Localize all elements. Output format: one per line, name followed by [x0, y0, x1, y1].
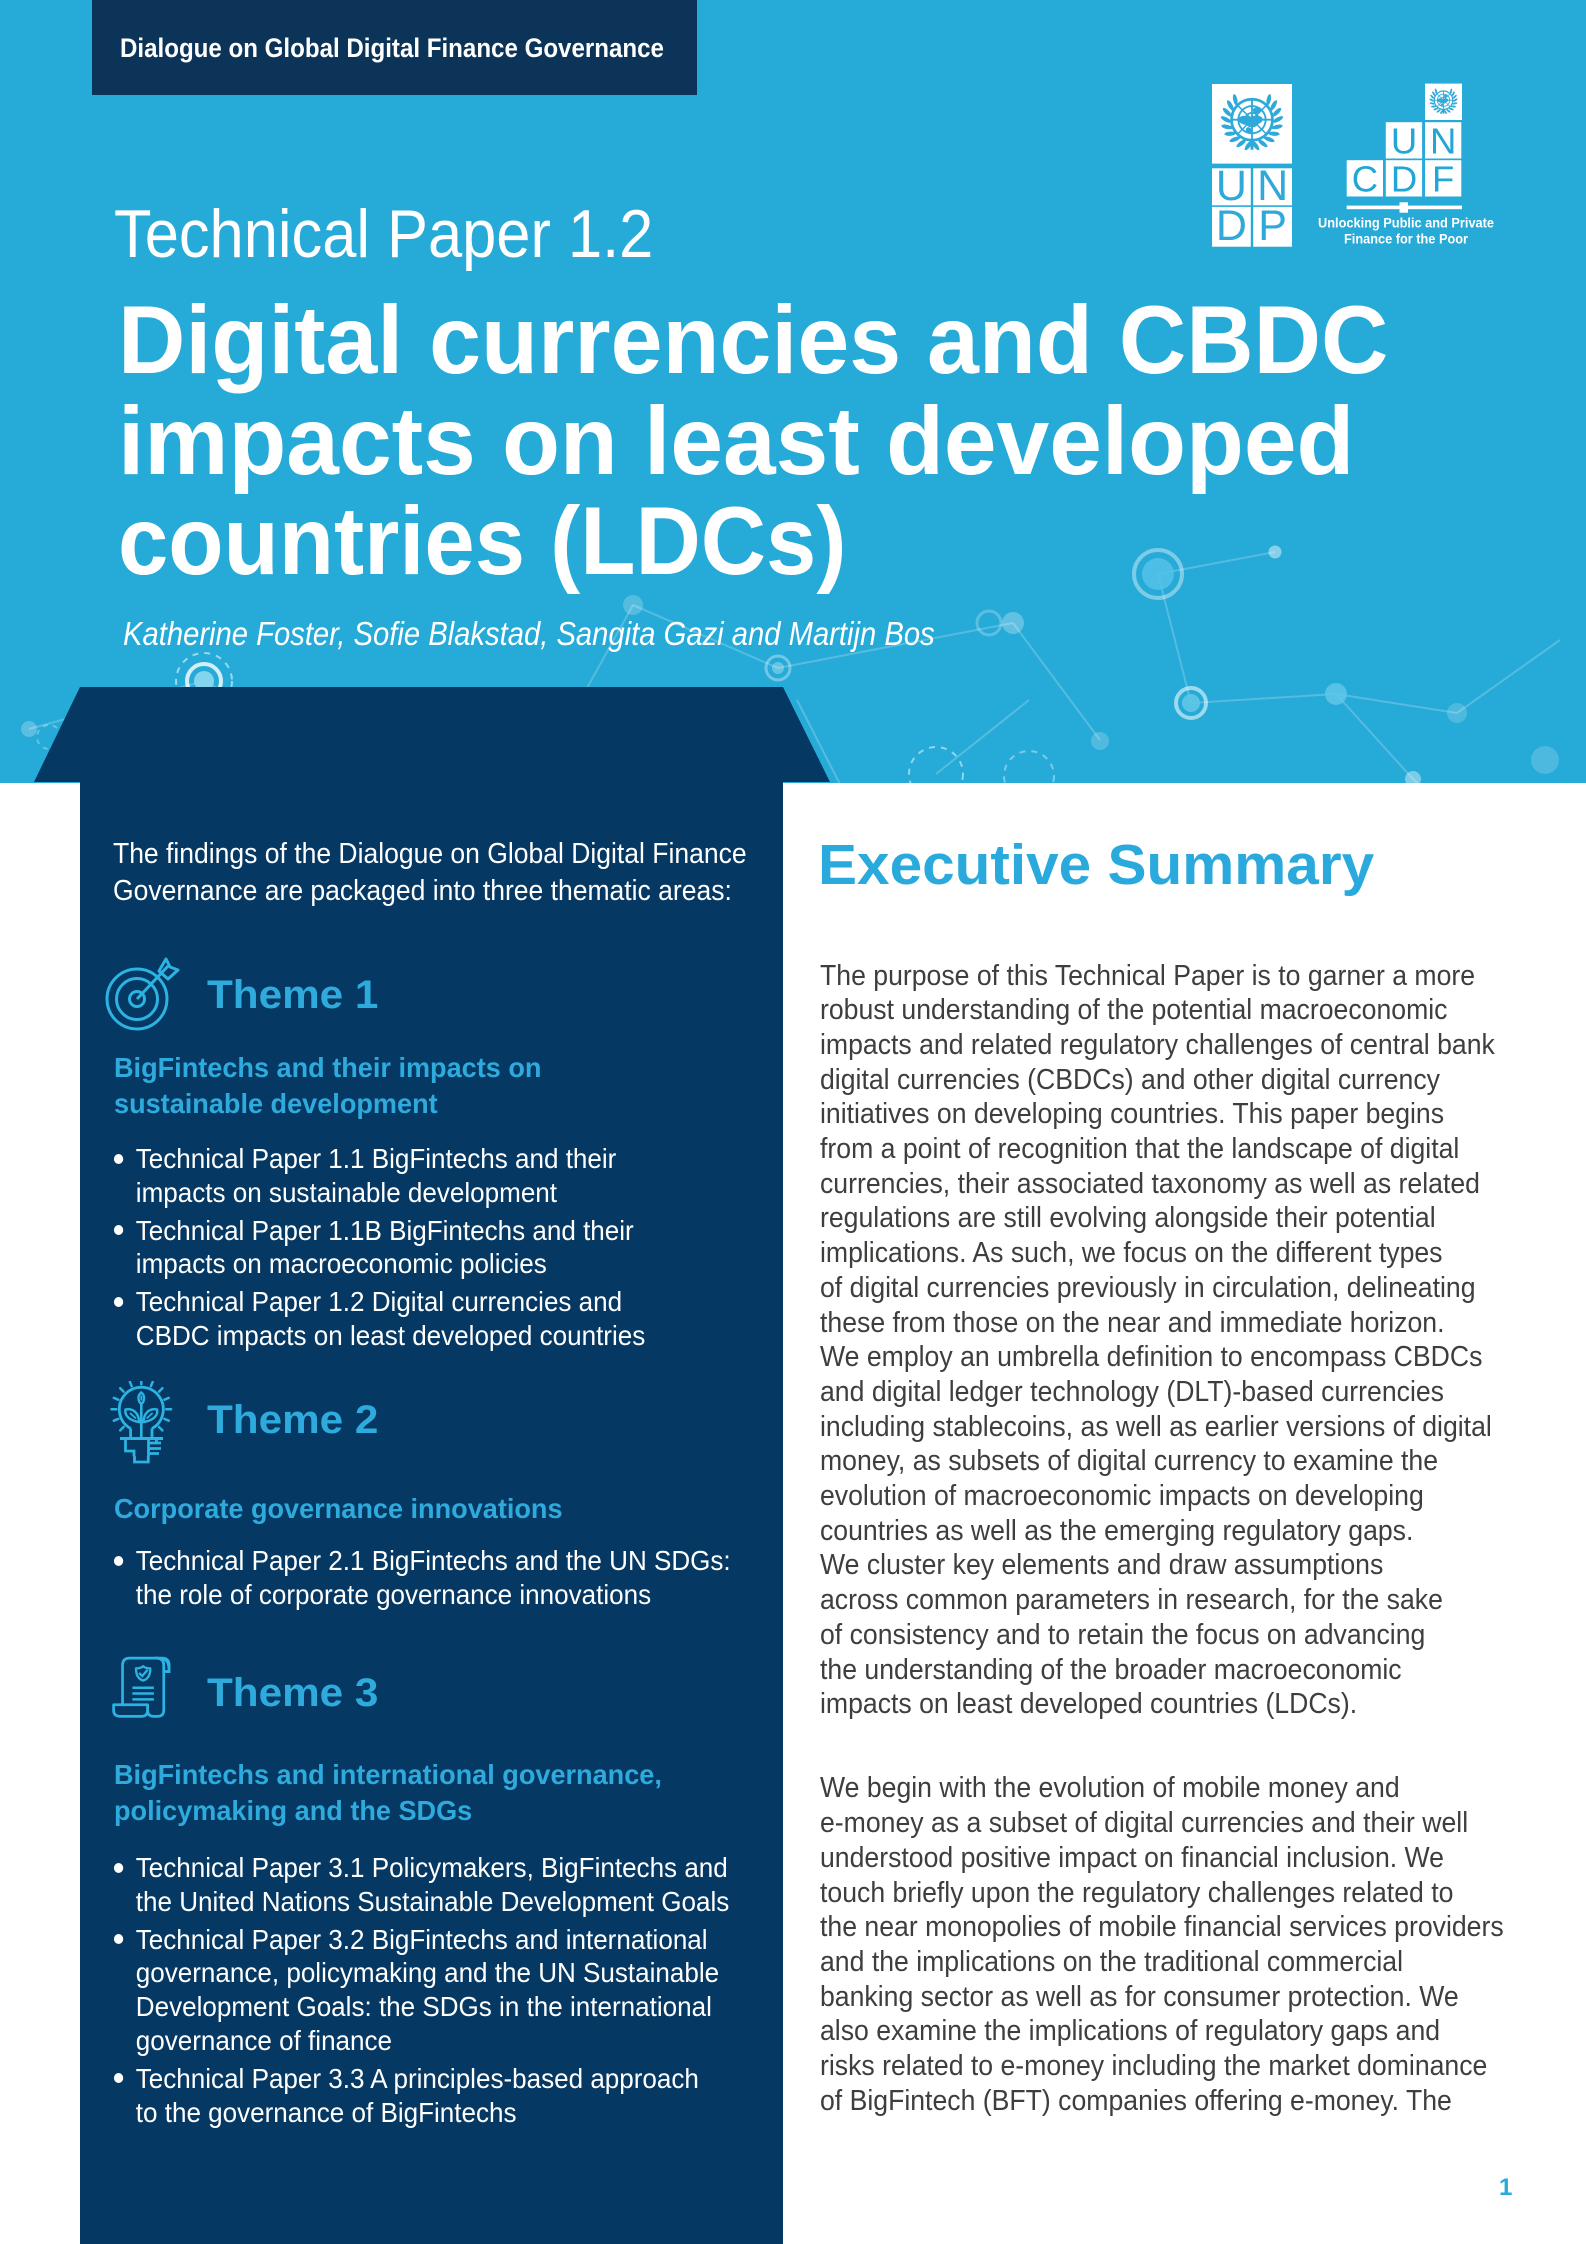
- svg-text:F: F: [1432, 159, 1454, 200]
- svg-text:N: N: [1430, 121, 1456, 162]
- svg-text:P: P: [1258, 202, 1287, 247]
- svg-text:C: C: [1352, 159, 1378, 200]
- svg-text:U: U: [1391, 121, 1417, 162]
- svg-text:Unlocking Public and Private: Unlocking Public and Private: [1318, 216, 1494, 232]
- svg-text:Finance for the Poor: Finance for the Poor: [1344, 232, 1468, 248]
- svg-text:N: N: [1257, 162, 1288, 210]
- svg-text:D: D: [1216, 202, 1247, 247]
- svg-text:U: U: [1216, 162, 1247, 210]
- svg-text:D: D: [1391, 159, 1417, 200]
